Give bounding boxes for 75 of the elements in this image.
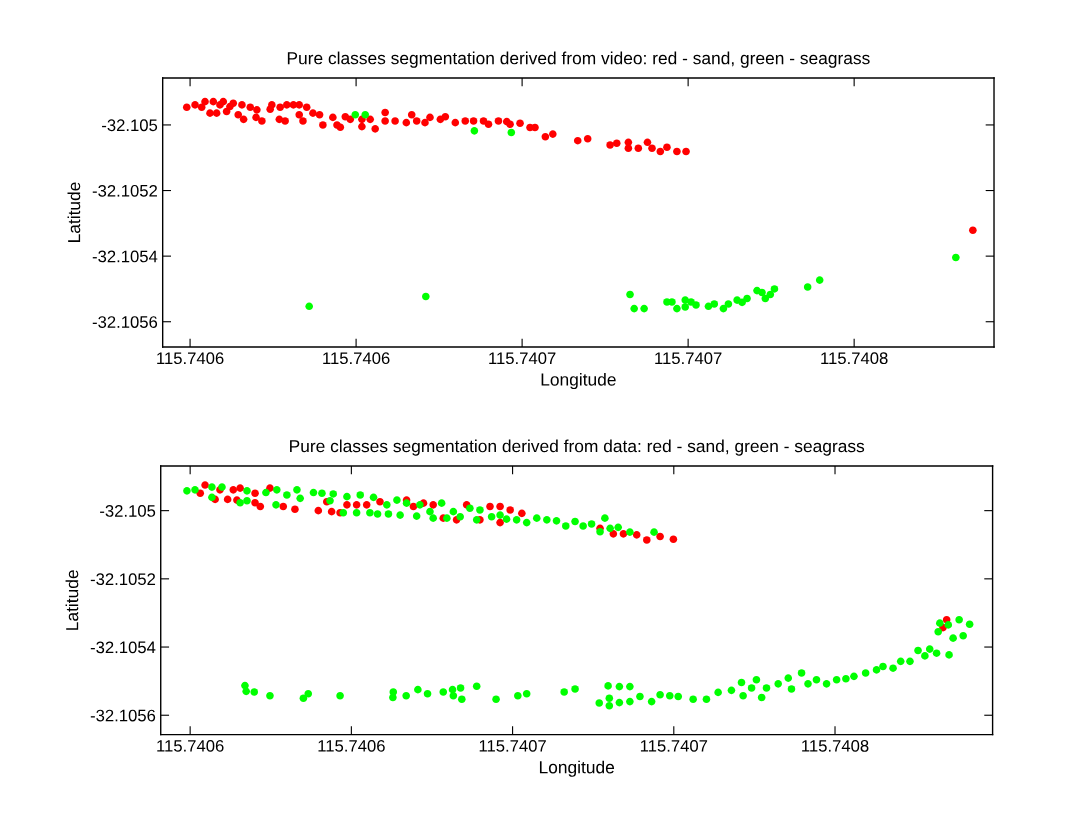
point	[256, 502, 265, 511]
point	[223, 495, 232, 504]
point	[681, 303, 690, 311]
point	[632, 531, 641, 539]
point	[236, 484, 244, 492]
point	[710, 300, 719, 308]
point	[351, 110, 360, 119]
point	[640, 304, 648, 313]
point	[803, 283, 812, 291]
x-tick-label: 115.7408	[821, 352, 888, 365]
chart-title: Pure classes segmentation derived from data: red - sand, green - seagrass	[290, 439, 865, 456]
point	[692, 301, 700, 309]
point	[669, 535, 678, 544]
y-axis-title: Latitude	[67, 182, 81, 242]
x-axis-title: Longitude	[541, 372, 616, 390]
point	[507, 128, 516, 137]
y-tick-label: -32.1052	[90, 573, 156, 586]
point	[656, 532, 664, 541]
x-tick-label: 115.7406	[157, 739, 224, 752]
point	[279, 502, 288, 511]
point	[815, 276, 824, 284]
point	[352, 501, 361, 509]
point	[724, 300, 733, 308]
point	[673, 304, 681, 313]
point	[743, 294, 751, 303]
x-axis-title: Longitude	[539, 760, 615, 777]
x-tick-label: 115.7407	[640, 739, 708, 752]
point	[327, 507, 336, 516]
point	[470, 127, 479, 135]
y-tick-label: -32.105	[102, 119, 158, 132]
point	[291, 505, 299, 514]
point	[668, 298, 676, 306]
point	[630, 304, 638, 313]
point	[422, 292, 430, 301]
point	[229, 486, 238, 494]
x-tick-label: 115.7408	[802, 739, 869, 752]
x-tick-label: 115.7406	[318, 739, 385, 752]
point	[719, 304, 728, 313]
y-tick-label: -32.1056	[92, 316, 158, 328]
point	[758, 288, 766, 297]
point	[619, 530, 628, 538]
point	[409, 502, 418, 511]
point	[952, 253, 960, 262]
point	[251, 489, 259, 498]
point	[201, 481, 209, 489]
point	[496, 502, 504, 511]
point	[642, 536, 651, 544]
point	[361, 110, 370, 119]
point	[376, 497, 384, 506]
y-tick-label: -32.1054	[90, 641, 156, 654]
point	[429, 501, 437, 509]
x-tick-label: 115.7407	[655, 352, 722, 365]
point	[626, 290, 634, 299]
x-tick-label: 115.7406	[157, 352, 224, 365]
point	[506, 506, 514, 514]
x-tick-label: 115.7406	[323, 352, 390, 365]
point	[362, 501, 371, 509]
point	[343, 501, 351, 509]
point	[305, 302, 313, 311]
chart-title: Pure classes segmentation derived from video: red - sand, green - seagrass	[287, 51, 870, 68]
point	[486, 502, 494, 511]
point	[496, 518, 504, 527]
point	[738, 298, 746, 307]
y-tick-label: -32.1056	[90, 709, 156, 722]
point	[251, 499, 259, 507]
point	[770, 285, 779, 293]
point	[518, 509, 526, 518]
point	[314, 506, 323, 515]
y-tick-label: -32.1054	[92, 250, 158, 263]
y-axis-title: Latitude	[65, 570, 79, 630]
y-tick-label: -32.105	[100, 505, 156, 517]
x-tick-label: 115.7407	[479, 739, 546, 752]
x-tick-label: 115.7407	[489, 352, 556, 365]
point	[766, 290, 775, 299]
y-tick-label: -32.1052	[92, 184, 157, 197]
